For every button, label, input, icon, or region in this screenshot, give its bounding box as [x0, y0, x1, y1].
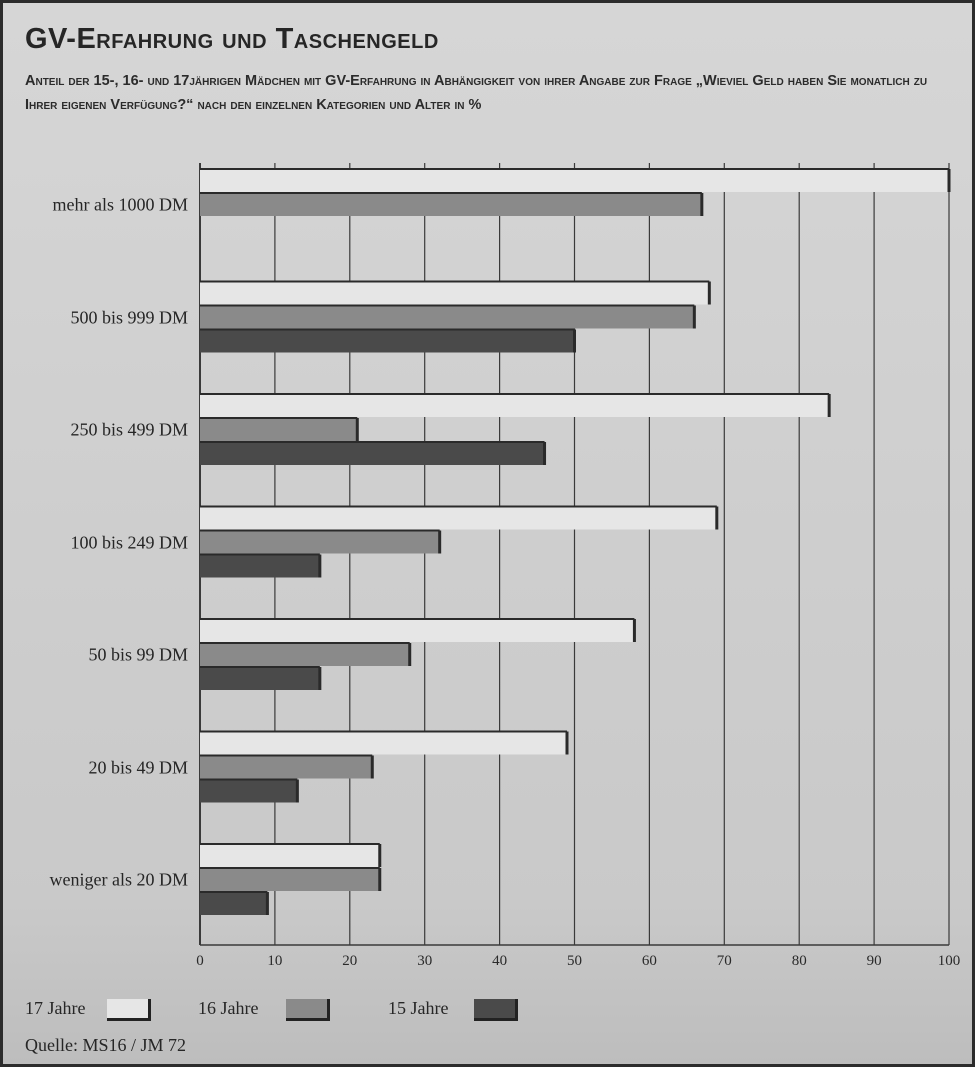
bar-chart	[199, 163, 951, 946]
bar-4-0	[200, 619, 635, 642]
legend-swatch-17	[107, 999, 151, 1021]
category-label: 50 bis 99 DM	[88, 644, 188, 665]
x-tick-label: 20	[342, 953, 358, 969]
legend-swatch-15	[474, 999, 518, 1021]
chart-title: GV-Erfahrung und Taschengeld	[25, 23, 439, 55]
bar-4-2	[200, 667, 320, 690]
legend-label-16: 16 Jahre	[198, 998, 259, 1018]
legend-label-17: 17 Jahre	[25, 998, 86, 1018]
category-label: 100 bis 249 DM	[70, 532, 188, 552]
bar-5-0	[200, 731, 568, 755]
x-tick-label: 0	[196, 953, 204, 969]
bar-3-0	[200, 506, 717, 530]
bar-2-2	[200, 442, 545, 465]
x-tick-label: 30	[417, 953, 433, 969]
x-tick-label: 50	[567, 953, 582, 969]
bar-5-2	[200, 779, 298, 803]
category-label: 250 bis 499 DM	[70, 419, 188, 440]
bar-3-1	[200, 530, 440, 554]
category-label: 20 bis 49 DM	[88, 757, 188, 777]
x-tick-label: 80	[791, 953, 807, 969]
bar-2-1	[200, 418, 358, 441]
bar-2-0	[200, 394, 830, 417]
category-label: 500 bis 999 DM	[70, 307, 188, 327]
category-label: weniger als 20 DM	[49, 869, 188, 890]
bar-1-0	[200, 281, 710, 305]
bar-0-0	[200, 169, 949, 192]
bar-3-2	[200, 554, 320, 578]
x-tick-label: 40	[492, 953, 508, 969]
bar-6-0	[200, 844, 380, 867]
category-label: mehr als 1000 DM	[52, 194, 188, 215]
x-tick-label: 60	[641, 953, 657, 969]
chart-subtitle: Anteil der 15-, 16- und 17jährigen Mädch…	[25, 73, 928, 113]
source-note: Quelle: MS16 / JM 72	[25, 1035, 187, 1055]
bar-5-1	[200, 755, 373, 779]
bar-6-2	[200, 892, 268, 915]
bar-0-1	[200, 193, 702, 216]
legend-swatch-16	[286, 999, 330, 1021]
x-tick-label: 100	[937, 953, 961, 969]
legend-label-15: 15 Jahre	[388, 998, 449, 1018]
bar-6-1	[200, 868, 380, 891]
x-tick-label: 90	[866, 953, 882, 969]
x-tick-label: 70	[716, 953, 732, 969]
bar-1-1	[200, 305, 695, 329]
bar-4-1	[200, 643, 410, 666]
bar-1-2	[200, 329, 575, 353]
x-tick-label: 10	[267, 953, 283, 969]
